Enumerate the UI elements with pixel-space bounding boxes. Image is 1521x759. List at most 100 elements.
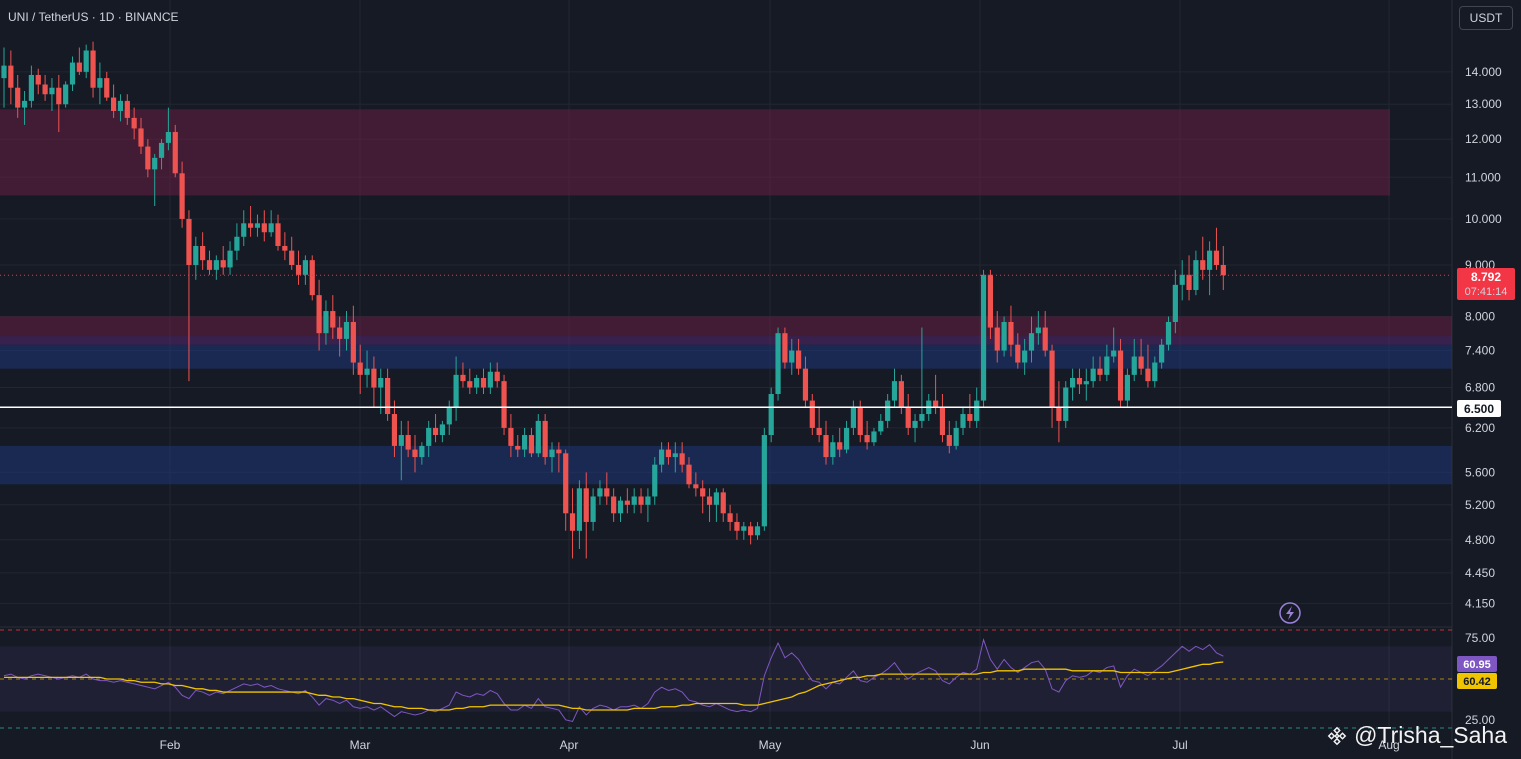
candle <box>1124 368 1130 408</box>
candle-body <box>631 496 637 505</box>
candle <box>994 311 1000 363</box>
candle <box>556 442 562 473</box>
candle <box>138 117 144 155</box>
rsi-tick-label: 75.00 <box>1465 631 1495 645</box>
candle-body <box>672 453 678 458</box>
candle <box>1117 338 1124 408</box>
candle-body <box>213 260 219 270</box>
zone-demand <box>0 344 1452 369</box>
candle-body <box>1159 344 1165 363</box>
candle <box>76 47 82 75</box>
candle-body <box>49 87 55 95</box>
candle <box>816 407 822 443</box>
candle-body <box>802 368 809 401</box>
zone-supply <box>0 316 1452 337</box>
candle <box>1090 356 1096 388</box>
price-axis[interactable]: 14.00013.00012.00011.00010.0009.0008.000… <box>1465 65 1502 727</box>
candle-body <box>871 431 877 443</box>
candle-body <box>200 245 206 261</box>
candle-body <box>1213 250 1220 265</box>
candle-body <box>624 500 630 505</box>
candle-body <box>522 435 528 450</box>
candle <box>1022 338 1028 375</box>
candle <box>261 210 267 242</box>
candle-body <box>186 218 192 265</box>
candle-body <box>933 400 939 408</box>
candle-body <box>432 427 439 436</box>
candle-body <box>1028 333 1035 351</box>
candle <box>35 68 41 95</box>
currency-button[interactable]: USDT <box>1459 6 1513 30</box>
candle-body <box>460 374 466 382</box>
watermark-text: @Trisha_Saha <box>1354 722 1507 748</box>
candle <box>111 84 117 118</box>
candle <box>775 327 781 401</box>
candle <box>1145 344 1151 388</box>
candle-body <box>21 100 28 108</box>
symbol-title: UNI / TetherUS · 1D · BINANCE <box>8 10 178 24</box>
candle-body <box>535 420 541 454</box>
candle <box>83 44 89 79</box>
candle <box>350 305 356 375</box>
candle <box>837 427 843 458</box>
candle-body <box>1165 321 1172 345</box>
candle-body <box>28 74 34 101</box>
candle <box>720 488 726 522</box>
candle-body <box>405 435 411 450</box>
candle <box>487 362 493 395</box>
candle-body <box>789 350 795 363</box>
candle-body <box>727 513 733 522</box>
candle-body <box>474 377 480 388</box>
candle <box>15 74 21 118</box>
candle-body <box>275 223 281 246</box>
candle-body <box>604 488 610 497</box>
candle-body <box>350 321 356 363</box>
candle-body <box>426 427 432 446</box>
candle <box>1028 316 1035 363</box>
candle-body <box>843 427 850 450</box>
candle <box>782 327 788 369</box>
candle <box>768 387 774 443</box>
candle <box>49 78 55 112</box>
candle <box>885 394 891 428</box>
candle <box>748 521 754 545</box>
candle <box>446 400 452 436</box>
time-tick-label: Feb <box>160 738 181 752</box>
candle-body <box>371 368 377 388</box>
candle <box>754 521 761 540</box>
candle <box>460 362 466 388</box>
candle <box>1076 368 1083 395</box>
candle <box>535 414 541 458</box>
candle <box>823 420 829 465</box>
candle-body <box>850 407 856 428</box>
price-tick-label: 13.000 <box>1465 97 1502 111</box>
candle <box>953 420 959 450</box>
candle-body <box>1220 264 1226 276</box>
candle <box>919 327 925 428</box>
candle <box>337 316 343 357</box>
candle-body <box>796 350 802 369</box>
candle-body <box>76 62 82 72</box>
candle <box>1131 338 1137 382</box>
last-price-value: 8.792 <box>1471 270 1501 284</box>
watermark: @Trisha_Saha <box>1326 722 1507 749</box>
lightning-icon[interactable] <box>1279 602 1301 624</box>
candle-body <box>165 131 171 143</box>
candle-body <box>302 260 308 275</box>
candle-body <box>686 464 692 485</box>
candle <box>117 94 124 122</box>
candle-body <box>638 496 644 505</box>
candle <box>960 407 966 436</box>
candle-body <box>282 245 288 251</box>
candle <box>316 279 322 351</box>
candle-body <box>90 50 96 88</box>
candle <box>179 161 185 228</box>
candle-body <box>652 464 658 497</box>
candle <box>679 442 685 473</box>
candle-body <box>693 484 699 489</box>
candle <box>343 311 350 351</box>
time-axis[interactable]: Feb Mar Apr May Jun Jul Aug <box>160 738 1400 752</box>
candle <box>713 488 719 522</box>
candle <box>145 139 151 178</box>
